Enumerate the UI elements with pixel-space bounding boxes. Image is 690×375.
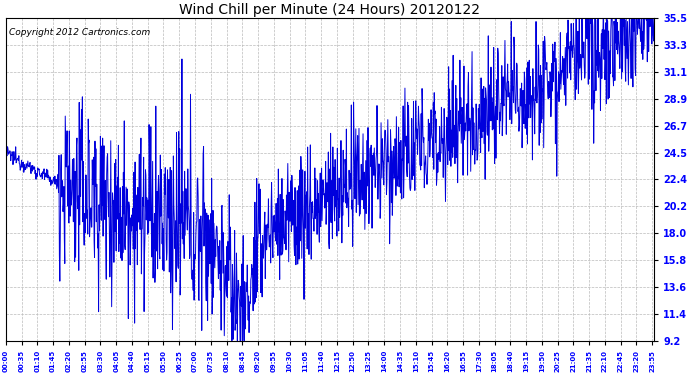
Title: Wind Chill per Minute (24 Hours) 20120122: Wind Chill per Minute (24 Hours) 2012012… xyxy=(179,3,480,17)
Text: Copyright 2012 Cartronics.com: Copyright 2012 Cartronics.com xyxy=(9,28,150,37)
